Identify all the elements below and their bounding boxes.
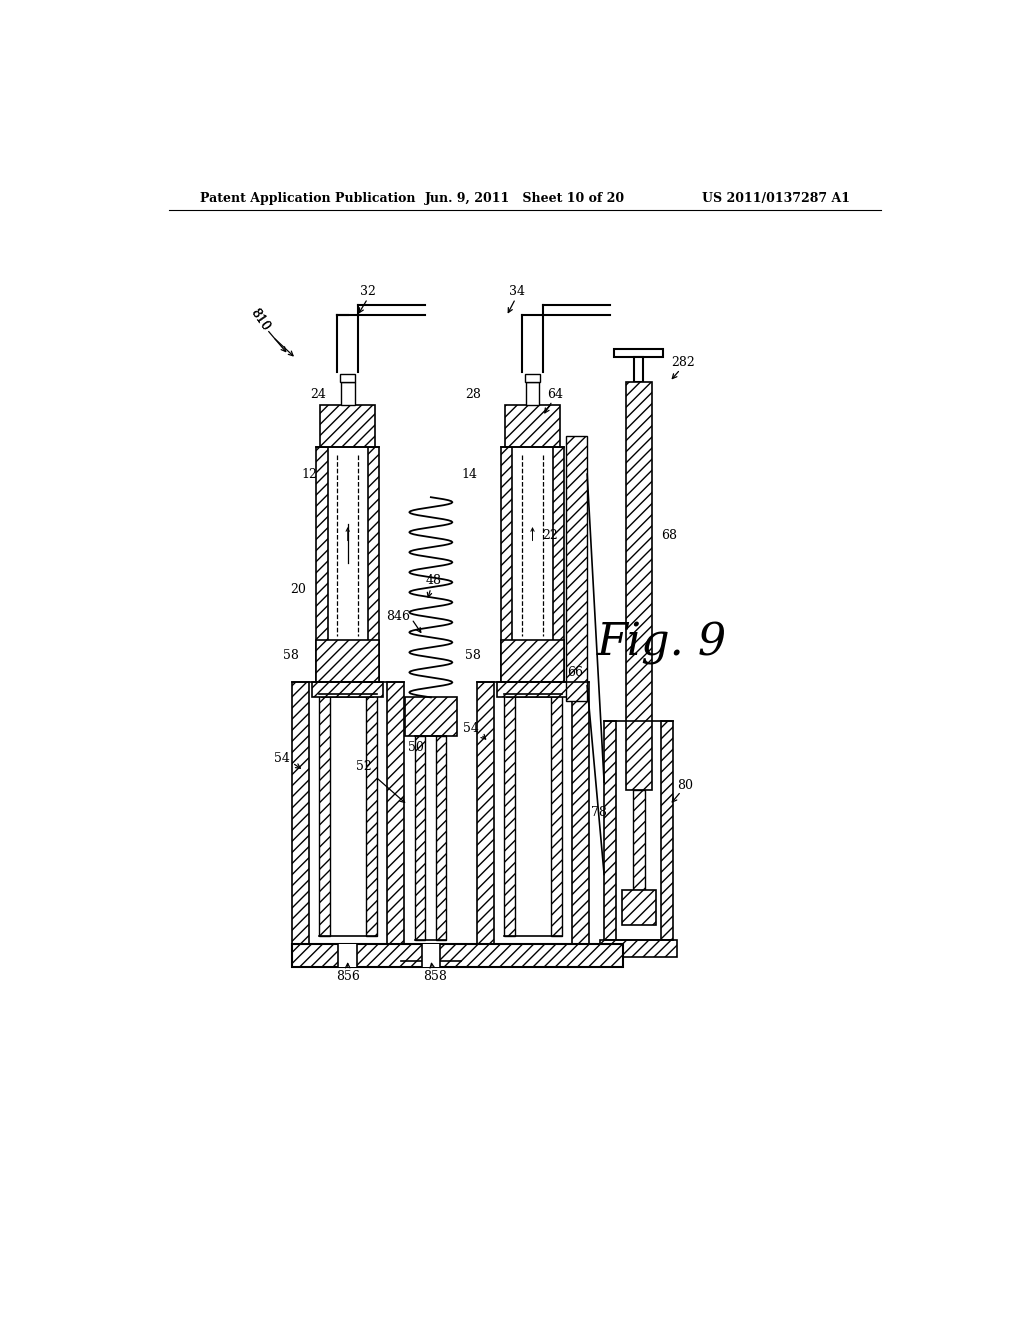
Bar (626, 381, 652, 789)
Bar (501, 640, 564, 682)
Text: 22: 22 (543, 529, 558, 543)
Bar (622, 890, 655, 924)
Text: 12: 12 (301, 467, 317, 480)
Bar (319, 405, 376, 447)
Bar (436, 737, 446, 940)
Text: 54: 54 (274, 752, 290, 766)
Bar (340, 374, 355, 381)
Bar (477, 682, 494, 944)
Bar (319, 693, 330, 936)
Text: 58: 58 (283, 648, 299, 661)
Bar (312, 682, 383, 697)
Text: 14: 14 (462, 467, 477, 480)
Text: 846: 846 (386, 610, 410, 623)
Text: 856: 856 (336, 970, 359, 982)
Text: 858: 858 (423, 970, 446, 982)
Bar (422, 944, 440, 966)
Bar (634, 358, 643, 381)
Bar (339, 944, 357, 966)
Text: 20: 20 (291, 583, 306, 597)
Bar (551, 693, 562, 936)
Text: 50: 50 (408, 741, 423, 754)
Bar (524, 374, 541, 381)
Text: 52: 52 (356, 760, 372, 774)
Bar (614, 350, 664, 358)
Text: Fig. 9: Fig. 9 (597, 622, 727, 665)
Bar (323, 682, 373, 697)
Bar (400, 944, 461, 961)
Bar (367, 693, 377, 936)
Text: 810: 810 (248, 306, 272, 334)
Bar (387, 682, 403, 944)
Text: 54: 54 (463, 722, 479, 735)
Bar (292, 682, 309, 944)
Text: 32: 32 (359, 285, 376, 298)
Text: 282: 282 (672, 356, 695, 370)
Bar (662, 721, 674, 940)
Text: 78: 78 (591, 807, 606, 820)
Bar (341, 381, 354, 405)
Bar (633, 789, 645, 890)
Bar (501, 447, 512, 682)
Bar (565, 436, 587, 701)
Bar (525, 381, 540, 405)
Bar (292, 944, 624, 966)
Text: 48: 48 (425, 574, 441, 587)
Text: 68: 68 (662, 529, 678, 543)
Bar (553, 447, 564, 682)
Text: 58: 58 (465, 648, 481, 661)
Text: 64: 64 (548, 388, 563, 400)
Text: 24: 24 (309, 388, 326, 400)
Bar (600, 940, 677, 957)
Bar (571, 682, 589, 944)
Bar (368, 447, 379, 682)
Bar (416, 737, 425, 940)
Bar (316, 447, 328, 682)
Text: 66: 66 (567, 667, 584, 680)
Bar (507, 682, 558, 697)
Bar (505, 405, 560, 447)
Bar (497, 682, 568, 697)
Text: US 2011/0137287 A1: US 2011/0137287 A1 (701, 191, 850, 205)
Text: 28: 28 (465, 388, 481, 400)
Bar (316, 640, 379, 682)
Text: Patent Application Publication: Patent Application Publication (200, 191, 416, 205)
Text: 80: 80 (677, 779, 693, 792)
Bar (504, 693, 515, 936)
Bar (404, 697, 457, 737)
Bar (604, 721, 616, 940)
Text: 34: 34 (509, 285, 525, 298)
Text: Jun. 9, 2011   Sheet 10 of 20: Jun. 9, 2011 Sheet 10 of 20 (425, 191, 625, 205)
Text: 810: 810 (248, 306, 272, 334)
